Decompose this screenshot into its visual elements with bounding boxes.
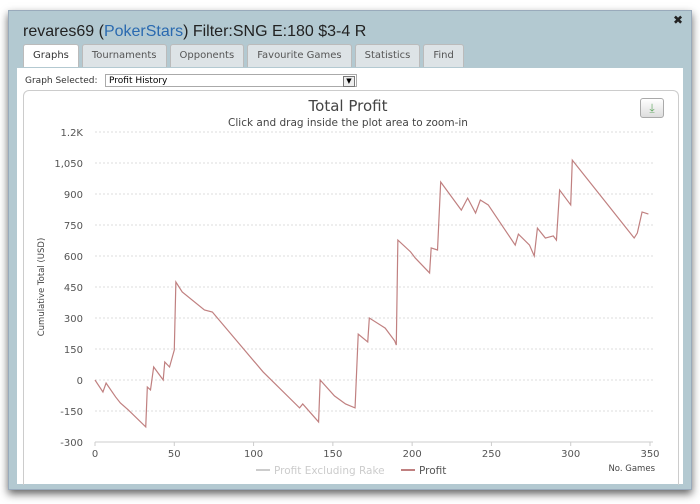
x-axis-label: No. Games xyxy=(608,464,655,474)
y-tick-label: 0 xyxy=(77,376,83,387)
graph-select[interactable]: Profit History ▼ xyxy=(105,74,357,87)
graph-selected-label: Graph Selected: xyxy=(25,76,98,86)
chart-container xyxy=(23,90,679,485)
legend-profit-excluding-rake: Profit Excluding Rake xyxy=(274,465,385,477)
x-tick-label: 200 xyxy=(403,449,422,460)
tab-statistics[interactable]: Statistics xyxy=(354,44,421,67)
tab-opponents[interactable]: Opponents xyxy=(169,44,245,67)
graph-select-value: Profit History xyxy=(109,76,168,86)
x-tick-label: 250 xyxy=(482,449,501,460)
x-tick-label: 100 xyxy=(244,449,263,460)
chart-subtitle: Click and drag inside the plot area to z… xyxy=(228,117,468,129)
user-name: revares69 xyxy=(23,23,95,40)
y-tick-label: 300 xyxy=(64,314,83,325)
y-tick-label: 600 xyxy=(64,252,83,263)
y-tick-label: -150 xyxy=(60,407,83,418)
window-title: revares69 (PokerStars) Filter:SNG E:180 … xyxy=(23,23,366,41)
tab-favourite-games[interactable]: Favourite Games xyxy=(247,44,352,67)
x-tick-label: 300 xyxy=(561,449,580,460)
tab-content: Graph Selected: Profit History ▼ xyxy=(17,68,683,485)
y-axis-label: Cumulative Total (USD) xyxy=(37,238,47,337)
tab-find[interactable]: Find xyxy=(423,44,464,67)
site-link[interactable]: PokerStars xyxy=(103,23,184,40)
close-icon[interactable]: ✖ xyxy=(672,13,683,27)
tab-graphs[interactable]: Graphs xyxy=(23,44,79,67)
paren: ) xyxy=(183,23,189,40)
x-tick-label: 350 xyxy=(640,449,659,460)
x-tick-label: 0 xyxy=(92,449,98,460)
y-tick-label: 750 xyxy=(64,221,83,232)
tab-tournaments[interactable]: Tournaments xyxy=(81,44,167,67)
dropdown-arrow-icon[interactable]: ▼ xyxy=(343,76,355,87)
profit-series-line xyxy=(94,158,649,429)
filter-text: Filter:SNG E:180 $3-4 R xyxy=(188,23,367,40)
legend-profit: Profit xyxy=(419,465,446,477)
download-icon[interactable]: ⤓ xyxy=(640,98,664,118)
chart-title: Total Profit xyxy=(308,97,388,115)
y-tick-label: 900 xyxy=(64,190,83,201)
x-tick-label: 150 xyxy=(323,449,342,460)
x-tick-label: 50 xyxy=(168,449,181,460)
y-tick-label: -300 xyxy=(60,438,83,449)
paren: ( xyxy=(94,23,104,40)
y-tick-label: 1.2K xyxy=(61,128,84,139)
dialog-window: revares69 (PokerStars) Filter:SNG E:180 … xyxy=(8,10,692,490)
tab-bar: Graphs Tournaments Opponents Favourite G… xyxy=(23,44,464,67)
y-tick-label: 450 xyxy=(64,283,83,294)
y-tick-label: 150 xyxy=(64,345,83,356)
y-tick-label: 1,050 xyxy=(54,159,83,170)
